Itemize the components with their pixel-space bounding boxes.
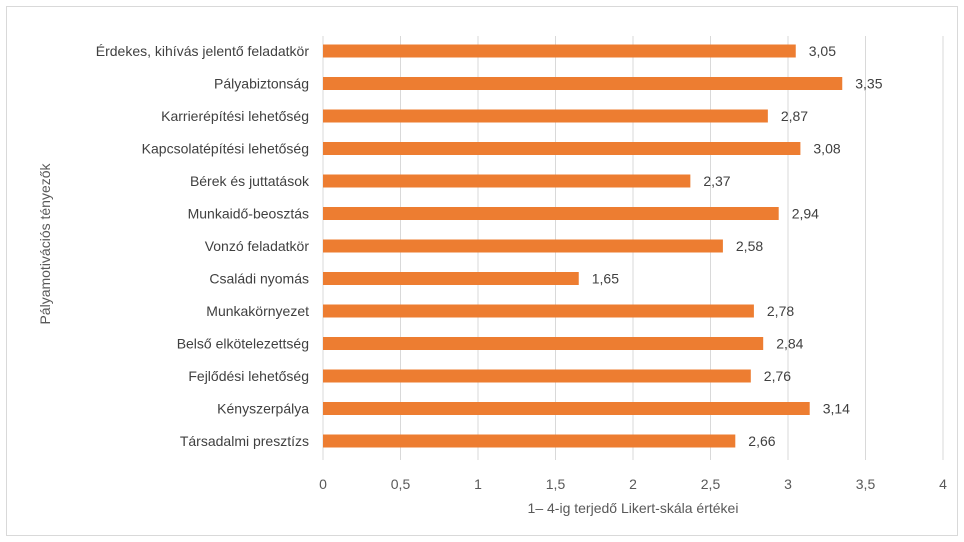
category-label: Bérek és juttatások	[190, 173, 310, 189]
bar	[323, 337, 764, 350]
category-label: Munkakörnyezet	[206, 303, 309, 319]
x-tick-label: 4	[939, 476, 947, 492]
category-label: Munkaidő-beosztás	[188, 206, 309, 222]
data-label: 3,35	[855, 76, 882, 92]
x-tick-label: 0,5	[391, 476, 411, 492]
x-tick-label: 3,5	[856, 476, 876, 492]
category-label: Kapcsolatépítési lehetőség	[142, 141, 309, 157]
category-label: Vonzó feladatkör	[205, 238, 310, 254]
category-label: Fejlődési lehetőség	[188, 368, 309, 384]
bar	[323, 369, 751, 383]
data-label: 3,14	[823, 401, 850, 417]
x-tick-labels: 0 0,5 1 1,5 2 2,5 3 3,5 4	[319, 476, 947, 492]
x-tick-label: 1,5	[546, 476, 566, 492]
chart-frame	[6, 6, 958, 536]
x-tick-label: 3	[784, 476, 792, 492]
y-axis-title: Pályamotivációs tényezők	[37, 162, 53, 324]
data-label: 2,94	[792, 206, 819, 222]
bar	[323, 142, 801, 155]
data-label: 3,05	[809, 43, 836, 59]
data-label: 2,37	[703, 173, 730, 189]
data-labels: 3,05 3,35 2,87 3,08 2,37 2,94 2,58 1,65 2,78 2,84…	[592, 43, 883, 449]
data-label: 2,76	[764, 368, 791, 384]
bar	[323, 239, 723, 253]
bar	[323, 207, 779, 220]
bar	[323, 174, 691, 188]
bar	[323, 304, 754, 318]
bar	[323, 272, 579, 285]
category-label: Karrierépítési lehetőség	[161, 108, 309, 124]
category-label: Belső elkötelezettség	[177, 336, 309, 352]
category-label: Társadalmi presztízs	[180, 433, 309, 449]
data-label: 2,87	[781, 108, 808, 124]
data-label: 2,84	[776, 336, 803, 352]
category-label: Érdekes, kihívás jelentő feladatkör	[96, 43, 310, 59]
data-label: 3,08	[813, 141, 840, 157]
data-label: 2,78	[767, 303, 794, 319]
bars	[323, 44, 843, 448]
category-labels: Érdekes, kihívás jelentő feladatkör Pálya…	[96, 43, 310, 449]
x-tick-label: 0	[319, 476, 327, 492]
data-label: 2,58	[736, 238, 763, 254]
x-tick-label: 2,5	[701, 476, 721, 492]
bar	[323, 434, 736, 448]
x-tick-label: 2	[629, 476, 637, 492]
x-tick-label: 1	[474, 476, 482, 492]
category-label: Kényszerpálya	[217, 401, 309, 417]
bar	[323, 44, 796, 58]
bar	[323, 402, 810, 415]
category-label: Pályabiztonság	[214, 76, 309, 92]
category-label: Családi nyomás	[209, 271, 309, 287]
data-label: 1,65	[592, 271, 619, 287]
data-label: 2,66	[748, 433, 775, 449]
x-axis-title: 1– 4-ig terjedő Likert-skála értékei	[528, 500, 739, 516]
bar	[323, 109, 768, 123]
bar	[323, 77, 843, 90]
